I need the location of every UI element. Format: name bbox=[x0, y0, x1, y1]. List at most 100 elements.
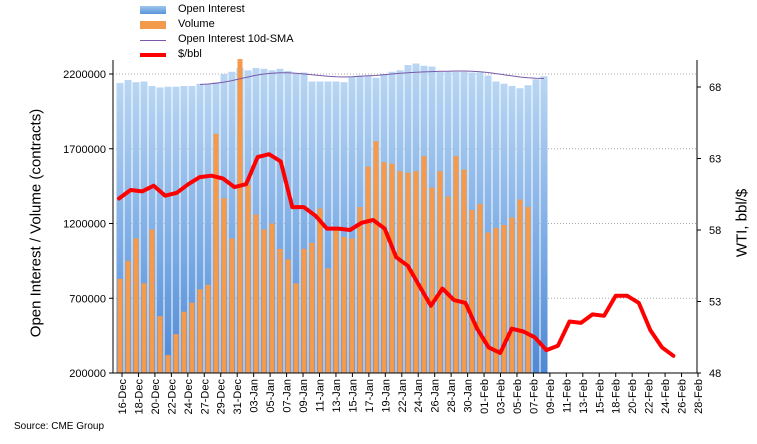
open-interest-bar bbox=[260, 68, 268, 373]
volume-bar bbox=[221, 198, 227, 373]
volume-bar bbox=[213, 133, 219, 373]
volume-bar bbox=[261, 229, 267, 373]
volume-bar bbox=[149, 229, 155, 373]
y-right-tick-label: 48 bbox=[709, 368, 721, 380]
x-tick-label: 03-Jan bbox=[249, 379, 261, 413]
volume-bar bbox=[309, 242, 315, 373]
x-tick-label: 03-Feb bbox=[496, 379, 508, 414]
x-tick-label: 30-Jan bbox=[463, 379, 475, 413]
volume-bar bbox=[229, 238, 235, 373]
volume-bar bbox=[357, 207, 363, 373]
volume-bar bbox=[381, 162, 387, 373]
volume-bar bbox=[157, 316, 163, 373]
x-tick-label: 15-Jan bbox=[347, 379, 359, 413]
x-tick-label: 09-Jan bbox=[298, 379, 310, 413]
x-tick-label: 29-Dec bbox=[216, 379, 228, 415]
volume-bars bbox=[117, 59, 531, 374]
open-interest-bar bbox=[196, 83, 204, 373]
volume-bar bbox=[245, 184, 251, 373]
y-right-tick-label: 68 bbox=[709, 82, 721, 94]
open-interest-bar bbox=[172, 86, 180, 374]
volume-bar bbox=[165, 355, 171, 373]
open-interest-bar bbox=[540, 76, 548, 374]
y-left-tick-label: 1700000 bbox=[63, 144, 106, 156]
y-left-tick-label: 200000 bbox=[69, 368, 106, 380]
volume-bar bbox=[365, 166, 371, 373]
open-interest-bar bbox=[132, 82, 140, 373]
open-interest-bar bbox=[300, 72, 308, 373]
y-axis-left-label: Open Interest / Volume (contracts) bbox=[27, 108, 45, 338]
x-tick-label: 15-Feb bbox=[594, 379, 606, 414]
source-note: Source: CME Group bbox=[14, 421, 105, 432]
x-tick-label: 22-Feb bbox=[644, 379, 656, 414]
volume-bar bbox=[421, 156, 427, 373]
x-tick-label: 07-Jan bbox=[282, 379, 294, 413]
open-interest-bar bbox=[140, 81, 148, 373]
open-interest-bar bbox=[228, 71, 236, 373]
volume-bar bbox=[205, 284, 211, 373]
volume-bar bbox=[397, 171, 403, 373]
price-line bbox=[117, 152, 676, 358]
x-tick-label: 13-Feb bbox=[578, 379, 590, 414]
x-tick-label: 24-Jan bbox=[413, 379, 425, 413]
volume-bar bbox=[453, 156, 459, 373]
volume-bar bbox=[253, 214, 259, 373]
x-tick-label: 19-Jan bbox=[380, 379, 392, 413]
x-tick-label: 27-Dec bbox=[199, 379, 211, 415]
volume-bar bbox=[389, 163, 395, 373]
volume-bar bbox=[485, 232, 491, 373]
legend-swatch-sma bbox=[140, 40, 166, 41]
open-interest-bar bbox=[156, 87, 164, 373]
open-interest-bar bbox=[532, 79, 540, 374]
volume-bar bbox=[405, 172, 411, 373]
legend-label-open-interest: Open Interest bbox=[178, 3, 245, 15]
volume-bar bbox=[429, 187, 435, 373]
volume-bar bbox=[301, 248, 307, 373]
volume-bar bbox=[373, 141, 379, 373]
x-tick-label: 24-Dec bbox=[183, 379, 195, 415]
x-axis-tick-labels: 16-Dec 18-Dec 20-Dec 22-Dec 24-Dec 27-Dec 29-D… bbox=[117, 373, 705, 414]
x-tick-label: 11-Jan bbox=[315, 379, 327, 412]
volume-bar bbox=[501, 224, 507, 373]
y-right-tick-label: 63 bbox=[709, 154, 721, 166]
volume-bar bbox=[181, 311, 187, 373]
volume-bar bbox=[125, 260, 131, 373]
open-interest-bar bbox=[164, 86, 172, 374]
volume-bar bbox=[189, 302, 195, 373]
x-tick-label: 26-Feb bbox=[677, 379, 689, 414]
volume-bar bbox=[517, 199, 523, 373]
open-interest-bar bbox=[188, 85, 196, 374]
x-tick-label: 26-Jan bbox=[430, 379, 442, 413]
x-tick-label: 13-Jan bbox=[331, 379, 343, 413]
open-interest-sma-line bbox=[199, 70, 545, 85]
open-interest-bar bbox=[276, 68, 284, 373]
open-interest-bar bbox=[284, 71, 292, 373]
x-tick-label: 01-Feb bbox=[479, 379, 491, 414]
volume-bar bbox=[317, 208, 323, 373]
x-tick-label: 05-Jan bbox=[265, 379, 277, 413]
volume-bar bbox=[413, 171, 419, 373]
right-axis-tick-labels: 48 53 58 63 68 bbox=[697, 82, 721, 380]
x-tick-label: 07-Feb bbox=[528, 379, 540, 414]
x-tick-label: 28-Feb bbox=[693, 379, 705, 414]
x-tick-label: 18-Dec bbox=[134, 379, 146, 415]
x-tick-label: 20-Feb bbox=[627, 379, 639, 414]
volume-bar bbox=[117, 278, 123, 373]
x-tick-label: 16-Dec bbox=[117, 379, 129, 415]
x-tick-label: 17-Jan bbox=[364, 379, 376, 413]
open-interest-bar bbox=[348, 76, 356, 374]
volume-bar bbox=[141, 283, 147, 373]
volume-bar bbox=[333, 227, 339, 373]
volume-bar bbox=[437, 171, 443, 373]
volume-bar bbox=[277, 248, 283, 373]
volume-bar bbox=[293, 283, 299, 373]
x-tick-label: 18-Feb bbox=[611, 379, 623, 414]
volume-bar bbox=[325, 268, 331, 373]
volume-bar bbox=[237, 59, 243, 374]
open-interest-bar bbox=[204, 83, 212, 373]
volume-bar bbox=[197, 289, 203, 373]
volume-bar bbox=[349, 238, 355, 373]
volume-bar bbox=[525, 207, 531, 373]
open-interest-bars bbox=[116, 63, 548, 374]
open-interest-bar bbox=[180, 85, 188, 374]
